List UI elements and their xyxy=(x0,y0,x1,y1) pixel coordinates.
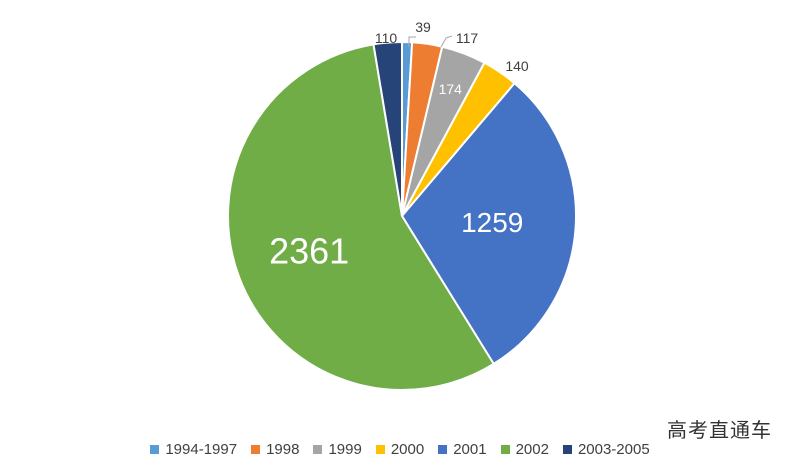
legend-swatch xyxy=(150,445,160,454)
data-label-2001: 1259 xyxy=(461,207,523,238)
legend-swatch xyxy=(313,445,323,454)
pie-chart: 39 117 174 140 1259 2361 110 xyxy=(227,19,577,391)
legend-item-1998: 1998 xyxy=(251,441,299,458)
legend-label: 1999 xyxy=(328,441,362,458)
legend-swatch xyxy=(375,445,385,454)
legend-item-2000: 2000 xyxy=(375,441,425,458)
leader-lines xyxy=(408,35,453,48)
pie-slice-2002 xyxy=(227,43,496,391)
legend-label: 2001 xyxy=(453,441,487,458)
legend-swatch xyxy=(562,445,572,454)
legend-item-2003-2005: 2003-2005 xyxy=(562,441,650,458)
data-label-1998: 117 xyxy=(456,30,479,46)
legend-swatch xyxy=(251,445,261,454)
legend-label: 1994-1997 xyxy=(165,441,238,458)
legend-label: 2003-2005 xyxy=(577,441,650,458)
watermark-text: 高考直通车 xyxy=(667,418,772,442)
legend-item-2001: 2001 xyxy=(438,441,487,458)
data-label-2000: 140 xyxy=(505,58,529,74)
data-labels: 39 117 174 140 1259 2361 110 xyxy=(269,19,529,271)
pie-slice-2001 xyxy=(400,81,577,366)
legend-item-1999: 1999 xyxy=(313,441,362,458)
data-label-2003-2005: 110 xyxy=(375,30,398,46)
leader-line-1994-1997 xyxy=(408,36,416,47)
data-label-2002: 2361 xyxy=(269,230,349,271)
data-label-1999: 174 xyxy=(439,81,463,97)
data-label-1994-1997: 39 xyxy=(415,19,431,35)
pie-slice-2003-2005 xyxy=(372,40,403,217)
legend-label: 2000 xyxy=(390,441,425,458)
legend-swatch xyxy=(500,445,510,454)
legend-label: 1998 xyxy=(266,441,300,458)
legend-item-1994-1997: 1994-1997 xyxy=(150,441,237,458)
legend: 1994-1997 1998 1999 2000 2001 2002 2003-2005 xyxy=(0,441,800,458)
legend-swatch xyxy=(438,445,448,454)
leader-line-1998 xyxy=(440,35,453,48)
legend-item-2002: 2002 xyxy=(500,441,549,458)
pie-slices xyxy=(227,40,577,391)
legend-label: 2002 xyxy=(515,441,549,458)
